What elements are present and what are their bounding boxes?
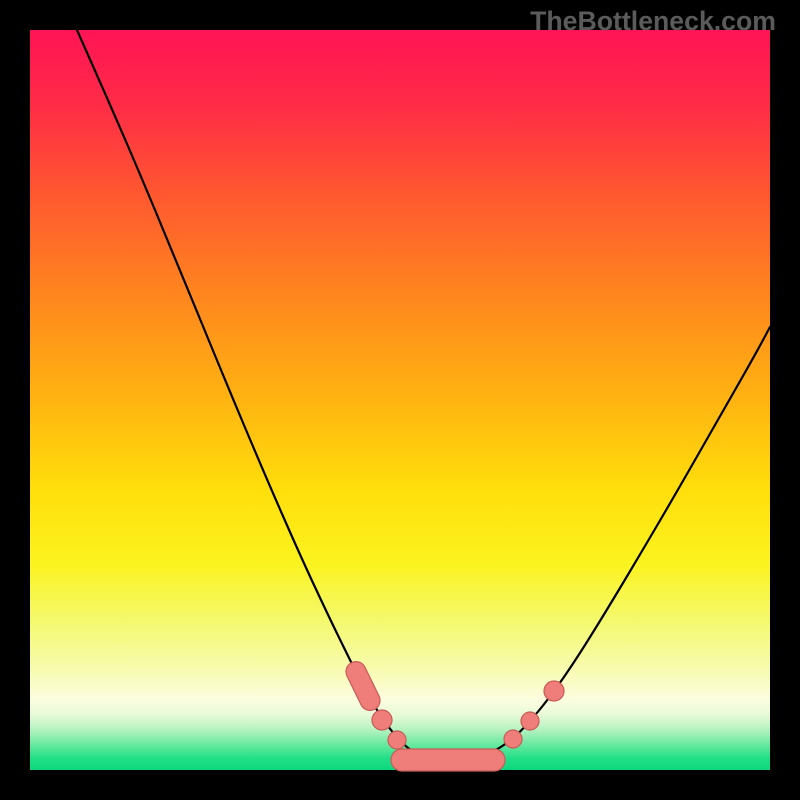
watermark-text: TheBottleneck.com (530, 6, 776, 37)
chart-root: TheBottleneck.com (0, 0, 800, 800)
plot-background (30, 30, 770, 770)
